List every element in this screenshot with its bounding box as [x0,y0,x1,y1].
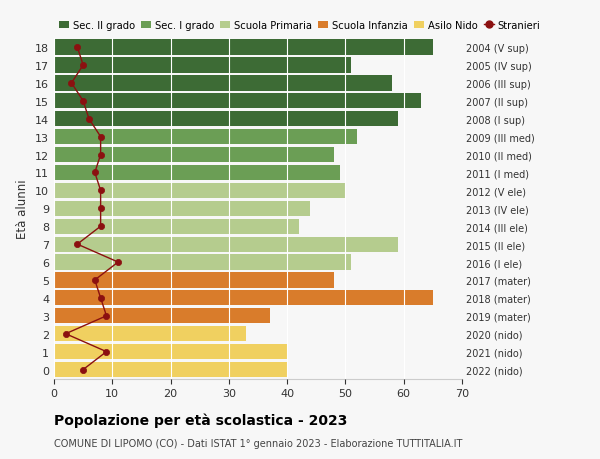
Bar [54,237,398,252]
Bar [54,219,299,234]
Bar [54,76,392,91]
Bar [54,148,334,163]
Bar [54,201,310,217]
Bar [54,58,351,73]
Bar [54,166,340,181]
Bar [54,183,346,199]
Y-axis label: Età alunni: Età alunni [16,179,29,239]
Bar [54,291,433,306]
Bar [54,308,269,324]
Bar [54,273,334,288]
Legend: Sec. II grado, Sec. I grado, Scuola Primaria, Scuola Infanzia, Asilo Nido, Stran: Sec. II grado, Sec. I grado, Scuola Prim… [59,21,541,31]
Bar [54,94,421,109]
Bar [54,344,287,359]
Bar [54,130,357,145]
Bar [54,255,351,270]
Bar [54,362,287,377]
Text: COMUNE DI LIPOMO (CO) - Dati ISTAT 1° gennaio 2023 - Elaborazione TUTTITALIA.IT: COMUNE DI LIPOMO (CO) - Dati ISTAT 1° ge… [54,438,463,448]
Bar [54,40,433,56]
Bar [54,326,247,341]
Text: Popolazione per età scolastica - 2023: Popolazione per età scolastica - 2023 [54,413,347,428]
Bar [54,112,398,127]
